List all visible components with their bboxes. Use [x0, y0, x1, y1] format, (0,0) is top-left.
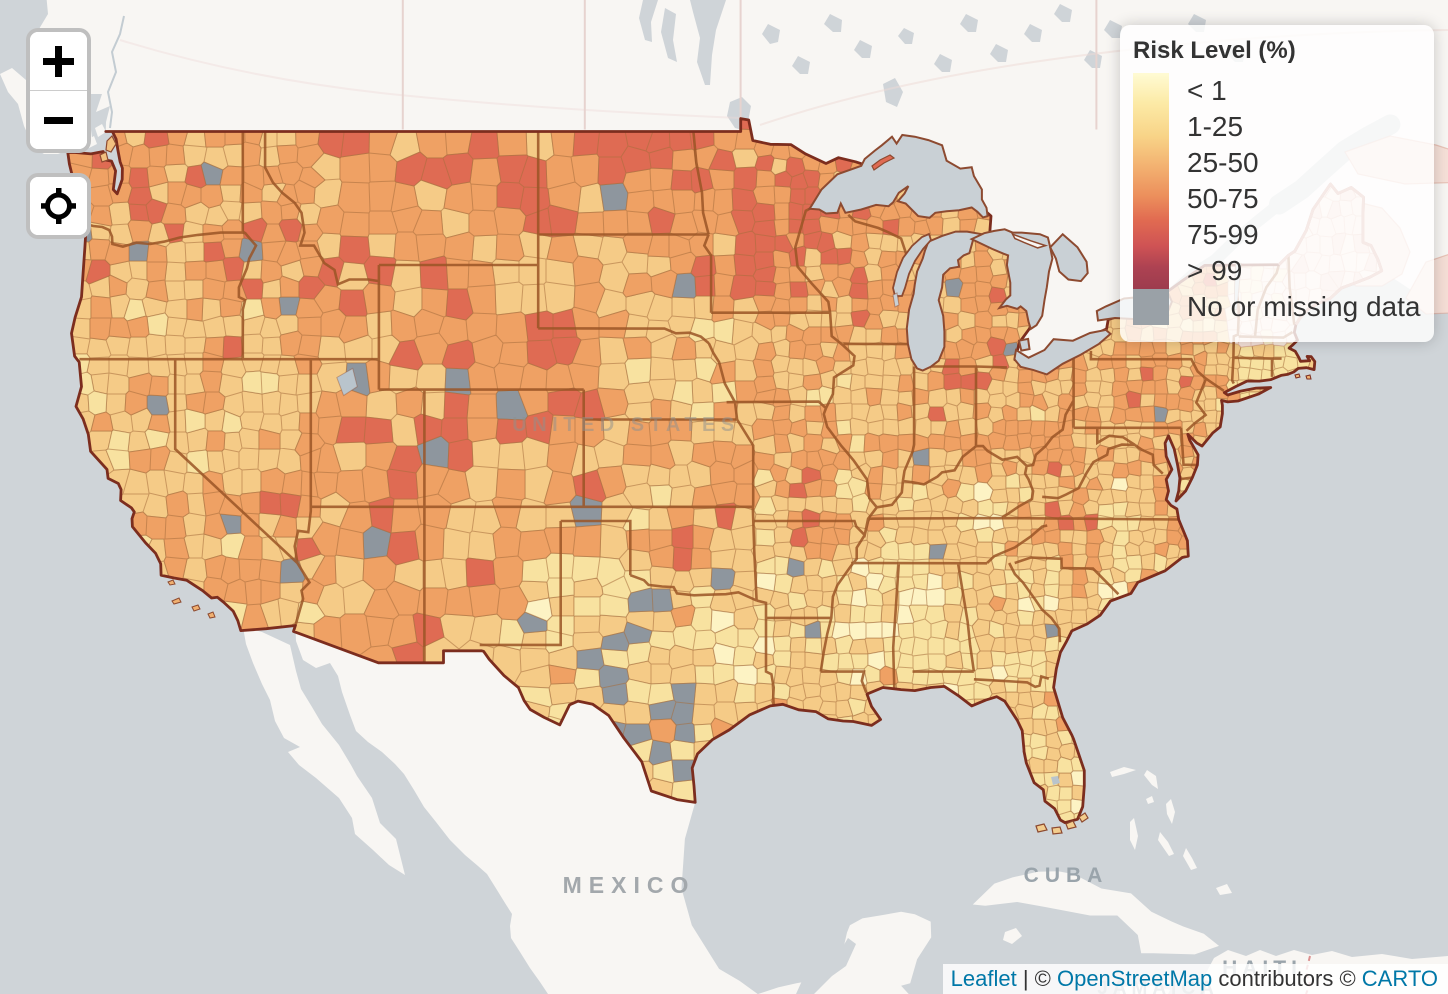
svg-text:UNITED STATES: UNITED STATES: [512, 414, 739, 436]
svg-text:CUBA: CUBA: [1024, 864, 1109, 887]
svg-text:MEXICO: MEXICO: [563, 872, 696, 898]
